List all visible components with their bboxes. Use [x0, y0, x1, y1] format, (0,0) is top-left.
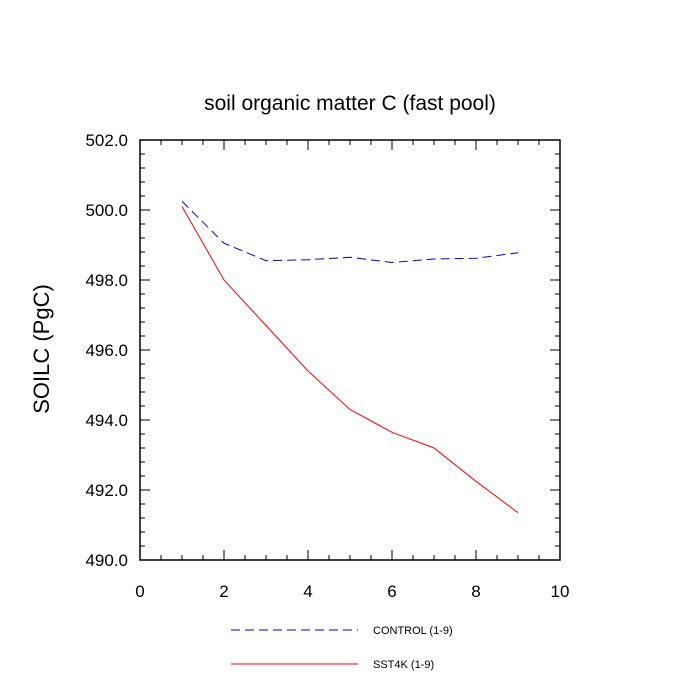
legend-label-0: CONTROL (1-9) — [373, 625, 453, 637]
x-tick-label: 0 — [135, 582, 144, 601]
y-tick-label: 496.0 — [85, 341, 128, 360]
y-tick-label: 492.0 — [85, 481, 128, 500]
y-tick-label: 490.0 — [85, 551, 128, 570]
x-tick-label: 2 — [219, 582, 228, 601]
legend: CONTROL (1-9) SST4K (1-9) — [231, 625, 453, 671]
x-tick-label: 6 — [387, 582, 396, 601]
plot-frame — [139, 139, 561, 561]
y-tick-label: 498.0 — [85, 271, 128, 290]
series-lines — [181, 200, 519, 514]
x-tick-label: 8 — [471, 582, 480, 601]
ticks: 0 2 4 6 8 10 490.0 492.0 494.0 496.0 498.0 500.0 502… — [85, 131, 569, 601]
x-tick-label: 10 — [551, 582, 570, 601]
series-line-1 — [181, 206, 519, 514]
legend-label-1: SST4K (1-9) — [373, 659, 434, 671]
y-tick-label: 502.0 — [85, 131, 128, 150]
y-axis-label: SOILC (PgC) — [29, 284, 54, 414]
y-tick-label: 494.0 — [85, 411, 128, 430]
chart-title: soil organic matter C (fast pool) — [204, 92, 496, 115]
y-tick-label: 500.0 — [85, 201, 128, 220]
x-tick-label: 4 — [303, 582, 312, 601]
series-line-0 — [181, 200, 519, 264]
